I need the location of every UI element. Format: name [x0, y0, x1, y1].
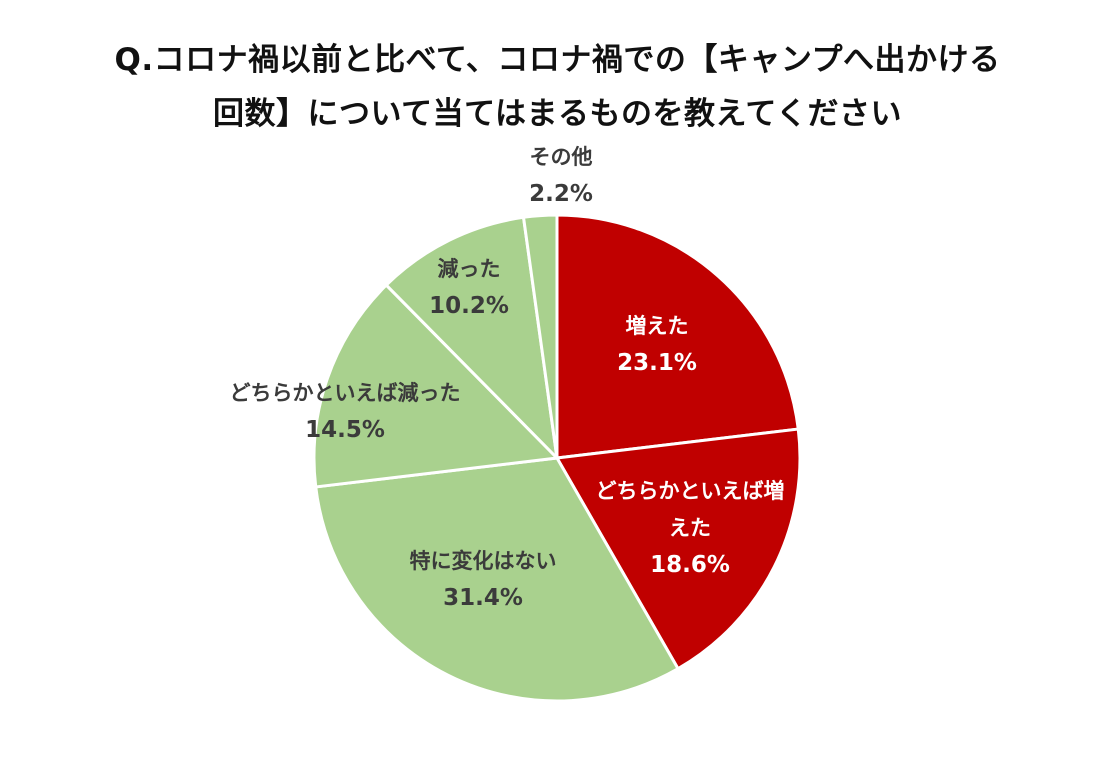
chart-title-line-2: 回数】について当てはまるものを教えてください — [213, 96, 902, 132]
slice-label-1: 増えた — [626, 314, 689, 338]
slice-label-5: 減った — [438, 257, 501, 281]
pie-slice-6 — [522, 213, 559, 460]
pie-slices — [312, 213, 802, 703]
pie-slice-3 — [314, 456, 680, 703]
pie-slice-1 — [555, 213, 800, 460]
slice-value-5: 10.2% — [429, 293, 509, 319]
pie-slice-2 — [555, 427, 802, 671]
slice-value-3: 31.4% — [443, 585, 523, 611]
chart-title-line-1: Q.コロナ禍以前と比べて、コロナ禍での【キャンプへ出かける — [114, 42, 1001, 78]
pie-slice-5 — [384, 215, 559, 460]
slice-label-6: その他 — [530, 145, 593, 169]
slice-value-2: 18.6% — [650, 552, 730, 578]
slice-value-6: 2.2% — [529, 181, 593, 207]
slice-value-1: 23.1% — [617, 350, 697, 376]
slice-label-3: 特に変化はない — [410, 549, 557, 573]
pie-slice-4 — [312, 283, 559, 489]
slice-label-4: どちらかといえば減った — [230, 381, 461, 405]
slice-value-4: 14.5% — [305, 417, 385, 443]
slice-label-2-line-1: どちらかといえば増 — [596, 479, 785, 503]
slice-label-2-line-2: えた — [669, 516, 711, 540]
